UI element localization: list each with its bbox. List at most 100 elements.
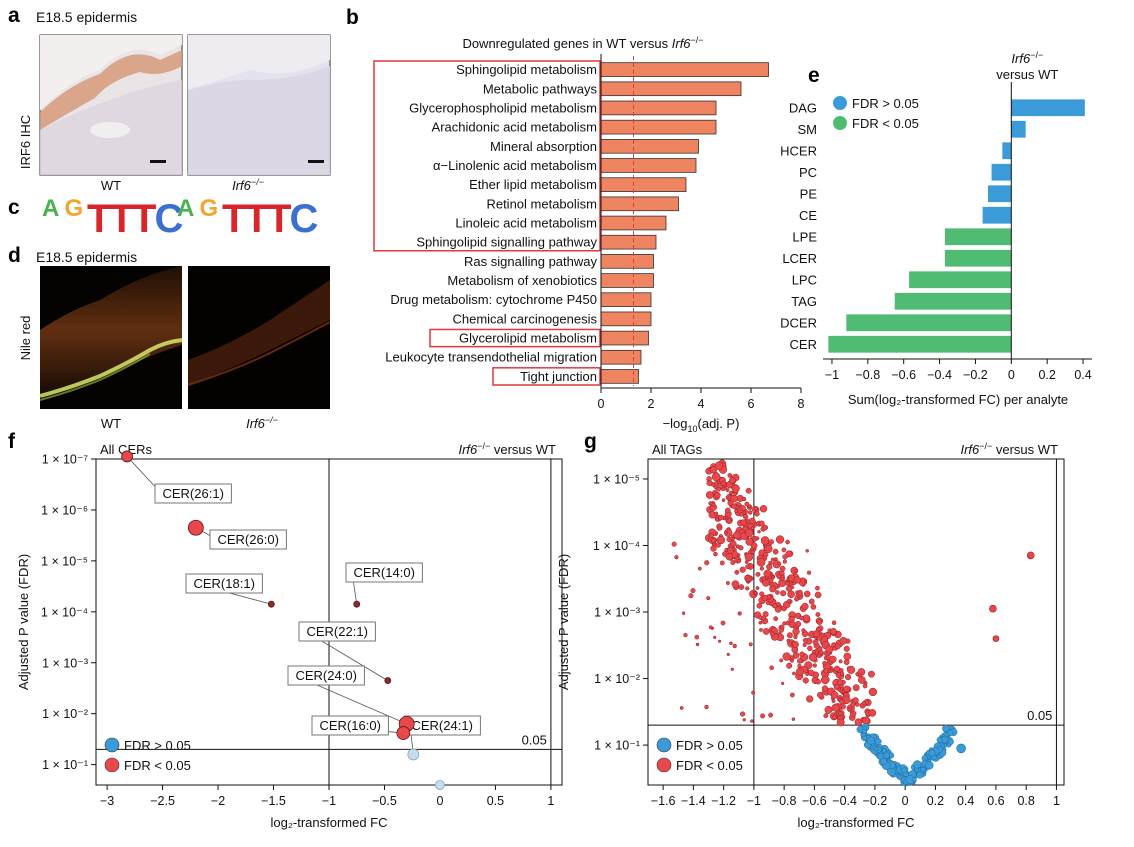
scatter-point	[724, 530, 728, 535]
panel-a-ko-label: Irf6−/−	[232, 177, 264, 193]
bar	[1011, 120, 1026, 138]
scatter-point	[758, 620, 763, 625]
scatter-point	[742, 718, 746, 722]
x-tick-label: 0	[598, 397, 605, 411]
scatter-point	[697, 566, 702, 571]
scatter-point	[845, 673, 852, 681]
scatter-point	[694, 634, 700, 640]
scatter-point	[435, 780, 445, 790]
legend-label: FDR < 0.05	[852, 116, 919, 131]
ihc-image-wt	[39, 34, 183, 176]
x-tick-label: 0.2	[1038, 368, 1055, 382]
nile-red-image-wt	[39, 266, 183, 409]
category-label: Leukocyte transendothelial migration	[385, 350, 597, 365]
scatter-point	[795, 667, 804, 676]
x-tick-label: −1	[322, 794, 336, 808]
scatter-point	[829, 627, 837, 635]
bar	[944, 249, 1012, 267]
y-tick-label: 1 × 10⁻²	[594, 672, 640, 686]
scatter-point	[725, 488, 730, 493]
scatter-point	[747, 510, 753, 515]
scatter-point	[721, 498, 726, 503]
panel-a-letter: a	[8, 4, 20, 27]
scatter-point	[769, 585, 777, 593]
scatter-point	[861, 716, 871, 725]
scatter-point	[759, 505, 768, 513]
scatter-point	[744, 575, 750, 581]
scatter-point	[817, 691, 824, 699]
scatter-point	[708, 532, 714, 538]
y-tick-label: 1 × 10⁻³	[594, 606, 640, 620]
scatter-point	[711, 537, 717, 544]
scatter-point	[824, 705, 833, 714]
y-axis-label: Adjusted P value (FDR)	[16, 554, 31, 690]
category-label: Sphingolipid signalling pathway	[416, 235, 597, 250]
scatter-point	[839, 637, 848, 645]
scatter-point	[764, 544, 773, 554]
panel-f-letter: f	[8, 430, 16, 453]
scatter-point	[848, 706, 853, 711]
panel-d-wt-label: WT	[101, 416, 121, 431]
scatter-point	[725, 552, 734, 561]
scatter-point	[731, 503, 737, 509]
scatter-point	[765, 600, 771, 606]
scatter-point	[874, 747, 879, 752]
scatter-point	[714, 461, 724, 470]
panel-e-xlabel: Sum(log₂-transformed FC) per analyte	[848, 392, 1068, 407]
scatter-point	[808, 652, 818, 662]
scatter-point	[802, 614, 811, 623]
scatter-point	[799, 651, 805, 657]
x-tick-label: 0.4	[957, 794, 974, 808]
scatter-point	[740, 711, 746, 717]
scatter-point	[681, 611, 686, 615]
x-tick-label: 0	[436, 794, 443, 808]
legend-marker	[656, 757, 672, 773]
bar	[600, 100, 717, 116]
scatter-point	[837, 711, 843, 716]
scatter-point	[901, 767, 908, 774]
scatter-point	[695, 642, 700, 647]
panel-e-chart: e Irf6−/−versus WT DAG SM HCER PC PE CE LPE LCER…	[780, 50, 1092, 407]
x-tick-label: −0.4	[927, 368, 952, 382]
panel-e-letter: e	[808, 64, 820, 87]
panel-a-wt-label: WT	[101, 178, 121, 193]
scatter-point	[745, 537, 754, 546]
scatter-point	[760, 713, 766, 719]
scatter-point	[716, 525, 722, 531]
scatter-point	[726, 518, 732, 524]
x-tick-label: 0	[902, 794, 909, 808]
scatter-point	[769, 631, 775, 637]
logo-letter: C	[290, 197, 319, 241]
point-label-box	[345, 562, 423, 583]
scatter-point	[913, 760, 922, 769]
scatter-point	[763, 552, 769, 558]
bar	[600, 119, 717, 135]
scatter-point	[815, 585, 820, 591]
plot-frame	[647, 458, 1065, 786]
scatter-point	[837, 679, 844, 686]
scatter-point	[920, 767, 926, 773]
scatter-point	[763, 569, 772, 578]
x-tick-label: 0	[1008, 368, 1015, 382]
legend-label: FDR > 0.05	[852, 96, 919, 111]
category-label: Arachidonic acid metabolism	[432, 120, 597, 135]
scatter-point	[727, 473, 733, 478]
scatter-point	[757, 530, 761, 534]
scatter-point	[794, 621, 802, 628]
scatter-point	[748, 642, 753, 647]
x-tick-label: 0.5	[487, 794, 504, 808]
scatter-point	[708, 501, 713, 506]
scatter-point	[762, 579, 770, 587]
scatter-point	[786, 632, 793, 639]
panel-d-ko-label: Irf6−/−	[246, 415, 278, 431]
scatter-point	[761, 594, 769, 602]
scatter-point	[768, 539, 775, 545]
scatter-point-outlier	[1026, 551, 1035, 560]
panel-g-letter: g	[584, 430, 597, 453]
scatter-point	[736, 558, 741, 563]
scatter-point	[759, 591, 765, 597]
category-label: α−Linolenic acid metabolism	[433, 158, 597, 173]
scatter-point	[948, 738, 954, 745]
scatter-point	[801, 602, 809, 610]
